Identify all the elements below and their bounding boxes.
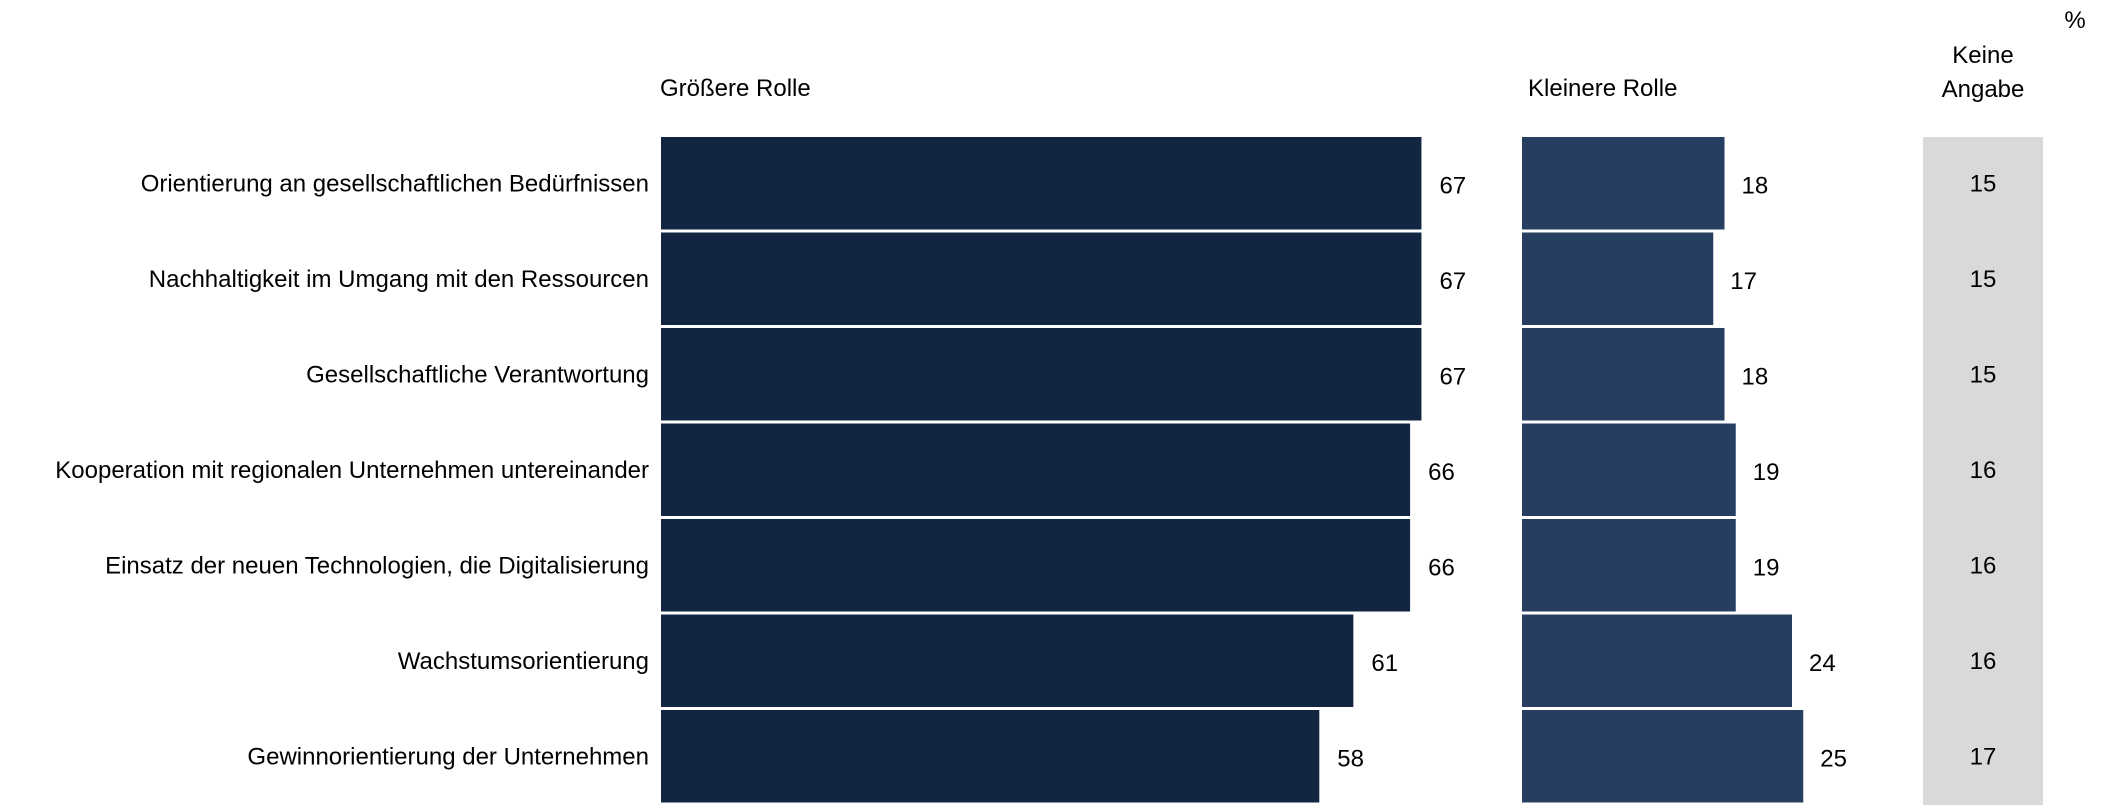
- value-label-keine-angabe: 17: [1970, 743, 1997, 770]
- value-label-groessere-rolle: 67: [1439, 268, 1466, 295]
- value-label-groessere-rolle: 66: [1428, 554, 1455, 581]
- value-label-kleinere-rolle: 24: [1809, 650, 1836, 677]
- bar-kleinere-rolle: [1522, 710, 1804, 803]
- value-label-kleinere-rolle: 19: [1753, 459, 1780, 486]
- chart-marks: Orientierung an gesellschaftlichen Bedür…: [55, 137, 2043, 805]
- value-label-keine-angabe: 16: [1970, 552, 1997, 579]
- bar-kleinere-rolle: [1522, 232, 1714, 325]
- value-label-keine-angabe: 15: [1970, 170, 1997, 197]
- category-label: Orientierung an gesellschaftlichen Bedür…: [141, 170, 649, 197]
- bar-kleinere-rolle: [1522, 328, 1725, 421]
- unit-label: %: [2064, 7, 2085, 34]
- keine-angabe-column-bg: [1923, 137, 2043, 805]
- bar-groessere-rolle: [661, 614, 1354, 707]
- header-groessere-rolle: Größere Rolle: [660, 75, 811, 102]
- bar-groessere-rolle: [661, 137, 1422, 230]
- header-kleinere-rolle: Kleinere Rolle: [1528, 75, 1677, 102]
- header-keine-angabe-line2: Angabe: [1942, 76, 2025, 103]
- value-label-kleinere-rolle: 25: [1820, 745, 1847, 772]
- value-label-groessere-rolle: 67: [1439, 172, 1466, 199]
- bar-groessere-rolle: [661, 328, 1422, 421]
- category-label: Einsatz der neuen Technologien, die Digi…: [105, 552, 649, 579]
- bar-kleinere-rolle: [1522, 614, 1792, 707]
- value-label-kleinere-rolle: 18: [1742, 363, 1769, 390]
- category-label: Gewinnorientierung der Unternehmen: [247, 743, 649, 770]
- value-label-groessere-rolle: 66: [1428, 459, 1455, 486]
- value-label-kleinere-rolle: 19: [1753, 554, 1780, 581]
- bar-groessere-rolle: [661, 710, 1320, 803]
- value-label-keine-angabe: 15: [1970, 361, 1997, 388]
- value-label-keine-angabe: 15: [1970, 266, 1997, 293]
- value-label-keine-angabe: 16: [1970, 648, 1997, 675]
- value-label-kleinere-rolle: 18: [1742, 172, 1769, 199]
- value-label-keine-angabe: 16: [1970, 457, 1997, 484]
- category-label: Gesellschaftliche Verantwortung: [306, 361, 649, 388]
- bar-kleinere-rolle: [1522, 137, 1725, 230]
- value-label-kleinere-rolle: 17: [1730, 268, 1757, 295]
- value-label-groessere-rolle: 67: [1439, 363, 1466, 390]
- bar-groessere-rolle: [661, 232, 1422, 325]
- category-label: Wachstumsorientierung: [398, 648, 649, 675]
- bar-kleinere-rolle: [1522, 519, 1736, 612]
- bar-kleinere-rolle: [1522, 423, 1736, 516]
- bar-groessere-rolle: [661, 423, 1411, 516]
- value-label-groessere-rolle: 61: [1371, 650, 1398, 677]
- header-keine-angabe-line1: Keine: [1952, 42, 2013, 69]
- category-label: Kooperation mit regionalen Unternehmen u…: [55, 457, 649, 484]
- value-label-groessere-rolle: 58: [1337, 745, 1364, 772]
- category-label: Nachhaltigkeit im Umgang mit den Ressour…: [149, 266, 649, 293]
- bar-groessere-rolle: [661, 519, 1411, 612]
